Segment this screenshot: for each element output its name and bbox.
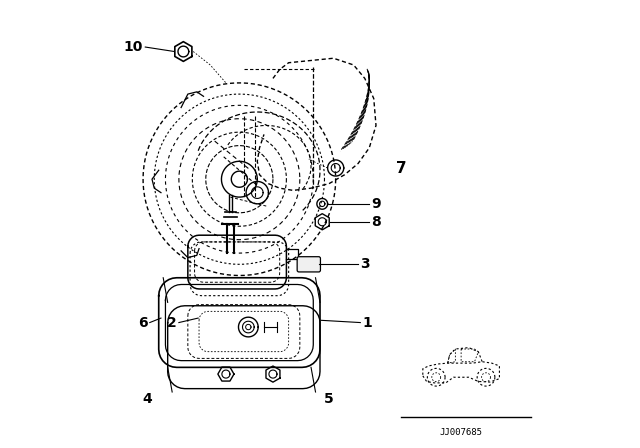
Text: 4: 4 (143, 392, 152, 406)
Text: 8: 8 (371, 215, 381, 229)
Text: 9: 9 (371, 197, 381, 211)
Text: JJ007685: JJ007685 (440, 428, 483, 437)
Text: 2: 2 (167, 315, 177, 330)
Text: 6: 6 (138, 315, 148, 330)
Text: 10: 10 (124, 40, 143, 54)
Text: 7: 7 (396, 160, 407, 176)
Text: 3: 3 (360, 257, 370, 271)
Text: 5: 5 (324, 392, 334, 406)
Text: 1: 1 (362, 315, 372, 330)
FancyBboxPatch shape (297, 257, 321, 272)
